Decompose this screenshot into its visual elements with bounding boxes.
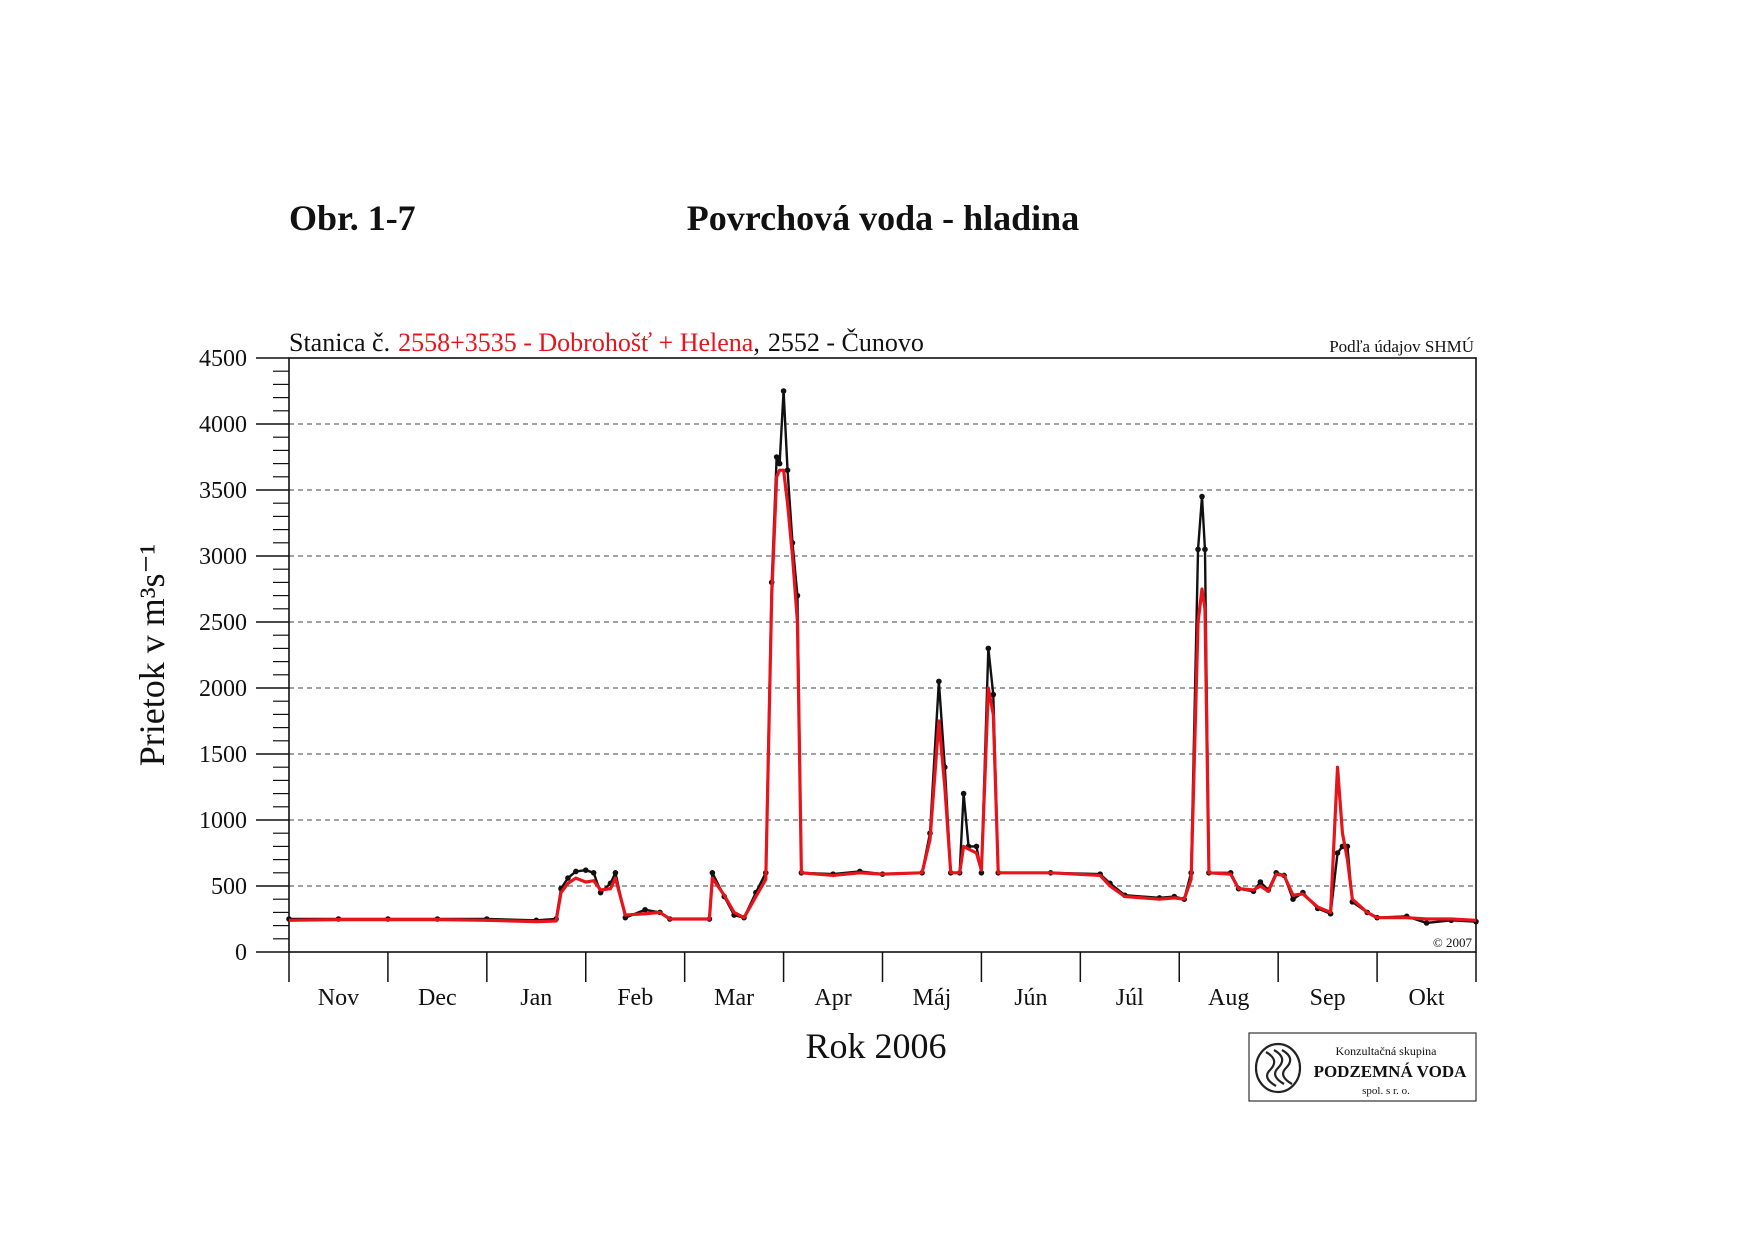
y-tick-label: 500 [211, 874, 247, 900]
data-point [985, 645, 992, 652]
data-point [709, 870, 716, 876]
logo-icon [1254, 1042, 1302, 1094]
data-point [612, 870, 619, 876]
data-point [990, 691, 997, 698]
legend-separator: , [753, 328, 760, 357]
x-tick-label: Mar [714, 985, 754, 1011]
data-point [1257, 879, 1264, 885]
x-tick-label: Jan [520, 985, 552, 1011]
y-tick-label: 1000 [199, 808, 247, 834]
data-point [1199, 493, 1205, 500]
data-point [1423, 920, 1430, 926]
y-tick-label: 4500 [199, 346, 247, 372]
data-point [960, 790, 967, 797]
data-point [642, 906, 648, 913]
data-point [1334, 850, 1341, 856]
y-tick-label: 4000 [199, 412, 247, 438]
x-tick-label: Júl [1116, 985, 1144, 1011]
legend-entry: 2552 - Čunovo [768, 328, 924, 357]
source-note: Podľa údajov SHMÚ [1329, 337, 1474, 356]
y-tick-label: 3500 [199, 478, 247, 504]
logo-text: Konzultačná skupina [1336, 1044, 1438, 1058]
data-point [973, 843, 980, 850]
series-line [288, 468, 1477, 924]
data-point [784, 467, 791, 474]
y-tick-label: 1500 [199, 742, 247, 768]
subtitle: Stanica č. 2558+3535 - Dobrohošť + Helena… [289, 328, 924, 357]
x-tick-label: Máj [913, 985, 952, 1011]
series-line [289, 389, 1477, 925]
logo-text: PODZEMNÁ VODA [1314, 1062, 1468, 1081]
x-tick-label: Nov [318, 985, 359, 1011]
x-tick-label: Dec [418, 985, 457, 1011]
data-point [573, 868, 579, 875]
x-tick-label: Aug [1208, 985, 1249, 1011]
data-point [1195, 546, 1201, 553]
data-point [590, 870, 597, 876]
chart-title: Povrchová voda - hladina [687, 198, 1079, 238]
x-tick-label: Jún [1014, 985, 1047, 1011]
figure-label: Obr. 1-7 [289, 198, 416, 238]
subtitle-prefix: Stanica č. [289, 328, 390, 357]
y-axis-label: Prietok v m³s⁻¹ [132, 544, 172, 767]
y-tick-label: 0 [235, 940, 247, 966]
x-axis-label: Rok 2006 [805, 1026, 946, 1066]
data-point [1202, 546, 1208, 553]
y-tick-label: 2500 [199, 610, 247, 636]
x-tick-label: Feb [617, 985, 653, 1011]
logo: Konzultačná skupina PODZEMNÁ VODA spol. … [1248, 1032, 1477, 1102]
data-point [582, 867, 589, 873]
data-point [780, 388, 787, 394]
legend-entry: 2558+3535 - Dobrohošť + Helena [398, 328, 754, 357]
logo-box [1248, 1032, 1477, 1102]
x-tick-label: Sep [1310, 985, 1346, 1011]
data-point [565, 875, 571, 881]
y-tick-label: 2000 [199, 676, 247, 702]
data-point [776, 460, 783, 467]
copyright: © 2007 [1433, 935, 1473, 950]
logo-text: spol. s r. o. [1362, 1085, 1410, 1097]
plot-frame [288, 357, 1477, 953]
x-tick-label: Okt [1409, 985, 1445, 1011]
y-tick-label: 3000 [199, 544, 247, 570]
data-point [1290, 896, 1296, 902]
data-point [773, 454, 780, 460]
data-point [936, 678, 942, 685]
x-tick-label: Apr [814, 985, 851, 1011]
data-point [978, 870, 985, 876]
